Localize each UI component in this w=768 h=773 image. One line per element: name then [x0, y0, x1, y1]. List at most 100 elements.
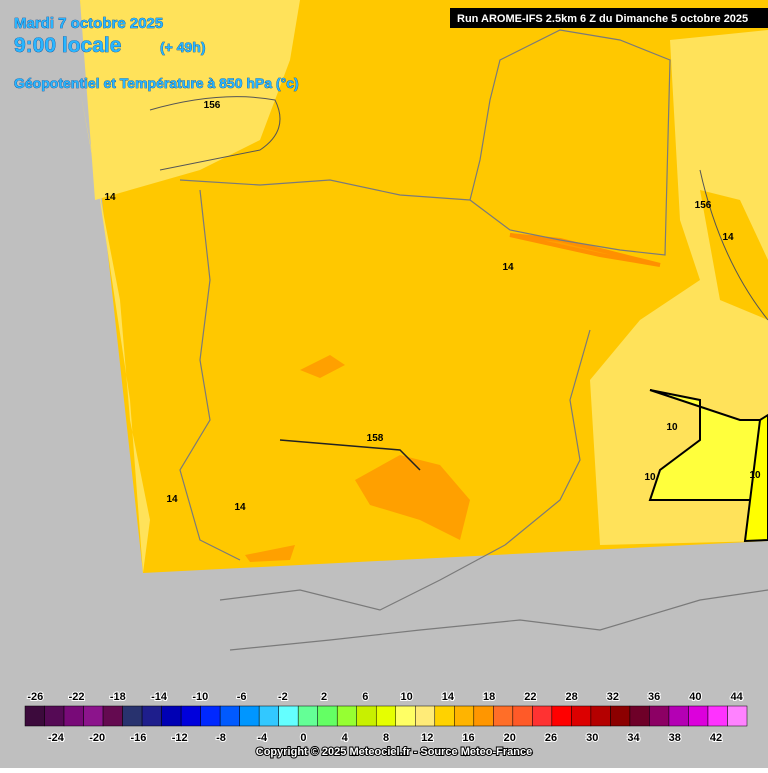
colorbar-label: 20 [504, 732, 516, 744]
cool-area [80, 90, 150, 573]
colorbar-cell [415, 705, 436, 727]
contour-label: 14 [104, 192, 116, 203]
colorbar-label: 22 [524, 691, 536, 703]
contour [149, 96, 281, 171]
contour-label: 14 [234, 502, 246, 513]
colorbar-cell [356, 705, 377, 727]
colorbar-label: 16 [462, 732, 474, 744]
colorbar-label: 36 [648, 691, 660, 703]
colorbar-cell [551, 705, 572, 727]
cool-area [80, 0, 300, 200]
colorbar-cell [122, 705, 143, 727]
colorbar-cell [590, 705, 611, 727]
colorbar-cell [649, 705, 670, 727]
date: Mardi 7 octobre 2025 [14, 15, 163, 32]
field: Géopotentiel et Température à 850 hPa (°… [14, 75, 299, 91]
colorbar-cell [258, 705, 279, 727]
colorbar-label: 26 [545, 732, 557, 744]
colorbar-cell [610, 705, 631, 727]
colorbar-cell [532, 705, 553, 727]
colorbar-label: -6 [237, 691, 247, 703]
colorbar-label: -4 [257, 732, 268, 744]
contour-label: 10 [666, 422, 678, 433]
border [504, 329, 591, 546]
colorbar-cell [707, 705, 728, 727]
colorbar-cell [512, 705, 533, 727]
colorbar-label: 4 [342, 732, 349, 744]
hot-area [300, 355, 345, 378]
colorbar-label: -26 [27, 691, 43, 703]
colorbar-cell [200, 705, 221, 727]
colorbar-label: -20 [89, 732, 105, 744]
colorbar-cell [454, 705, 475, 727]
contour [699, 169, 768, 321]
colorbar-cell [161, 705, 182, 727]
colorbar-cell [375, 705, 397, 727]
colorbar-label: 10 [401, 691, 413, 703]
contour-label: 14 [722, 232, 734, 243]
colorbar-cell [44, 705, 65, 727]
colorbar-cell [629, 705, 650, 727]
run-box [450, 8, 768, 28]
border [179, 29, 671, 256]
colorbar-label: 30 [586, 732, 598, 744]
colorbar-label: -14 [151, 691, 168, 703]
colorbar-label: 8 [383, 732, 389, 744]
contour-label: 156 [695, 200, 712, 211]
colorbar-cell [668, 705, 689, 727]
colorbar-cell [688, 705, 709, 727]
colorbar-label: -2 [278, 691, 288, 703]
colorbar-cell [317, 705, 338, 727]
colorbar-cell [102, 705, 123, 727]
copyright: Copyright © 2025 Meteociel.fr - Source M… [256, 746, 532, 758]
colorbar-label: -22 [69, 691, 85, 703]
contour [279, 439, 421, 471]
colorbar-label: -24 [48, 732, 65, 744]
colorbar-label: 12 [421, 732, 433, 744]
colorbar-label: 14 [442, 691, 455, 703]
colorbar-label: 40 [689, 691, 701, 703]
colorbar-cell [727, 705, 748, 727]
colorbar-cell [395, 705, 416, 727]
colorbar-cell [571, 705, 592, 727]
border [179, 189, 241, 561]
contour-label: 14 [166, 494, 178, 505]
colorbar-cell [83, 705, 104, 727]
colorbar-label: -12 [172, 732, 188, 744]
colorbar-cell [297, 705, 318, 727]
colorbar-label: 32 [607, 691, 619, 703]
run-info: Run AROME-IFS 2.5km 6 Z du Dimanche 5 oc… [457, 13, 748, 25]
colorbar-label: 6 [362, 691, 368, 703]
colorbar-label: -8 [216, 732, 226, 744]
colorbar-label: -16 [131, 732, 147, 744]
hot-area [355, 455, 470, 540]
warm-area [700, 190, 768, 320]
border [219, 544, 768, 651]
colorbar-label: 38 [669, 732, 681, 744]
yellow-area [648, 389, 768, 501]
colorbar-label: 44 [731, 691, 744, 703]
contour-label: 156 [204, 100, 221, 111]
colorbar-label: 34 [627, 732, 640, 744]
colorbar-label: 0 [300, 732, 306, 744]
colorbar-label: -18 [110, 691, 126, 703]
contour-label: 158 [367, 433, 384, 444]
colorbar-cell [434, 705, 455, 727]
colorbar-label: -10 [192, 691, 208, 703]
colorbar-cell [141, 705, 162, 727]
colorbar-cell [493, 705, 514, 727]
colorbar-cell [473, 705, 494, 727]
contour-label: 10 [749, 470, 761, 481]
colorbar-label: 28 [566, 691, 578, 703]
contour-label: 10 [644, 472, 656, 483]
time: 9:00 locale [14, 34, 121, 57]
contour-label: 14 [502, 262, 514, 273]
lead-time: (+ 49h) [160, 39, 206, 55]
colorbar-cell [278, 705, 299, 727]
yellow-area [743, 413, 768, 543]
colorbar-cell [219, 705, 240, 727]
colorbar-cell [239, 705, 260, 727]
colorbar-label: 2 [321, 691, 327, 703]
hot-area [245, 545, 295, 562]
